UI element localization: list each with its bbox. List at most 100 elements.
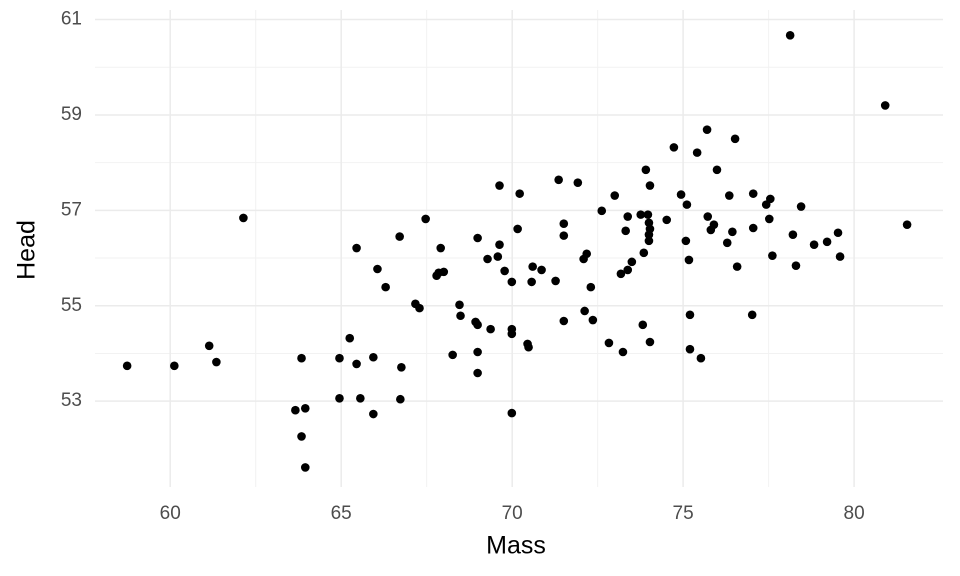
point [559, 231, 569, 240]
point [702, 125, 712, 135]
point [559, 316, 569, 326]
point [902, 220, 912, 229]
point [692, 148, 702, 157]
point [724, 191, 734, 200]
point [644, 236, 654, 246]
point [456, 311, 465, 321]
point [495, 181, 504, 190]
point [507, 277, 517, 287]
point [685, 310, 695, 320]
point [645, 337, 655, 347]
point [822, 237, 832, 247]
point [473, 368, 482, 378]
point [483, 254, 492, 264]
point [507, 408, 517, 418]
point [638, 320, 648, 330]
point [300, 403, 310, 413]
point [297, 353, 306, 363]
point [662, 215, 672, 225]
point [239, 213, 248, 223]
point [809, 240, 819, 249]
point [621, 226, 630, 236]
point [204, 341, 214, 351]
point [421, 214, 430, 224]
point [835, 252, 845, 261]
point [580, 306, 589, 316]
point [880, 101, 890, 110]
point [641, 165, 651, 175]
point [554, 175, 563, 185]
point [796, 202, 806, 211]
point [597, 206, 607, 216]
point [768, 251, 777, 260]
point [604, 338, 614, 348]
point [764, 214, 774, 224]
point [473, 347, 482, 357]
point [748, 223, 758, 233]
point [748, 189, 758, 198]
point [415, 303, 424, 313]
point [610, 191, 620, 200]
y-axis-title: Head [13, 220, 41, 280]
point [586, 282, 596, 292]
point [785, 30, 795, 40]
point [623, 212, 633, 221]
point [681, 236, 691, 246]
point [551, 276, 560, 286]
point [616, 269, 626, 279]
point [833, 228, 843, 238]
x-tick-label: 65 [331, 503, 352, 524]
point [582, 249, 592, 259]
y-tick-label: 57 [61, 199, 82, 220]
point [486, 324, 495, 334]
point [495, 240, 504, 249]
point [791, 261, 801, 270]
point [639, 248, 649, 258]
point [381, 282, 390, 292]
point [439, 267, 449, 277]
point [684, 255, 694, 265]
point [730, 134, 740, 144]
point [685, 344, 695, 354]
point [345, 333, 355, 343]
x-tick-label: 70 [502, 503, 523, 524]
point [722, 238, 732, 248]
point [712, 165, 722, 175]
point [300, 463, 310, 472]
point [356, 393, 365, 403]
point [335, 393, 344, 403]
point [352, 243, 361, 253]
point [709, 220, 719, 229]
point [682, 200, 692, 209]
point [352, 359, 361, 369]
x-tick-label: 80 [844, 503, 865, 524]
y-tick-label: 61 [61, 9, 82, 30]
point [703, 212, 713, 221]
y-tick-label: 53 [61, 390, 82, 411]
point [291, 405, 300, 415]
point [396, 394, 405, 404]
point [395, 232, 404, 241]
point [455, 300, 464, 310]
point [473, 320, 482, 330]
point [623, 265, 633, 275]
point [448, 350, 457, 360]
point [297, 432, 306, 441]
point [515, 189, 524, 198]
y-tick-label: 59 [61, 104, 82, 125]
point [473, 233, 482, 243]
point [212, 357, 221, 367]
x-axis-title: Mass [486, 532, 546, 560]
point [500, 266, 509, 276]
point [573, 178, 583, 187]
point [645, 181, 655, 190]
point [373, 264, 382, 274]
point [507, 329, 517, 339]
point [524, 342, 533, 352]
point [335, 353, 344, 363]
point [788, 230, 798, 239]
point [645, 224, 655, 234]
point [669, 143, 679, 152]
point [369, 352, 378, 362]
